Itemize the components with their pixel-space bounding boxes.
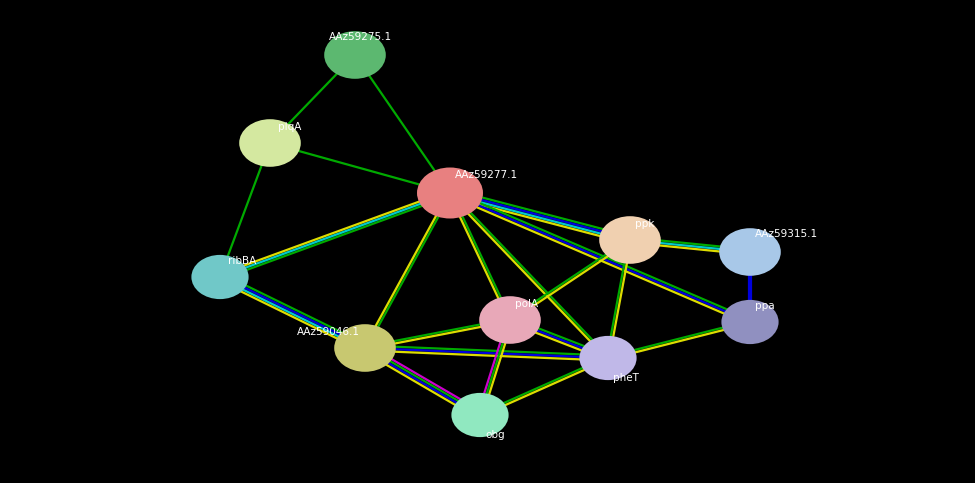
Text: AAz59046.1: AAz59046.1: [297, 327, 360, 337]
Ellipse shape: [417, 168, 483, 218]
Ellipse shape: [239, 119, 301, 167]
Text: ribBA: ribBA: [228, 256, 256, 266]
Ellipse shape: [451, 393, 509, 437]
Ellipse shape: [479, 296, 541, 344]
Text: plqA: plqA: [278, 122, 301, 132]
Ellipse shape: [334, 324, 396, 372]
Text: AAz59277.1: AAz59277.1: [455, 170, 518, 180]
Text: ppa: ppa: [755, 301, 774, 311]
Text: AAz59275.1: AAz59275.1: [329, 32, 392, 42]
Ellipse shape: [722, 300, 779, 344]
Ellipse shape: [720, 228, 781, 276]
Text: obg: obg: [485, 430, 505, 440]
Ellipse shape: [579, 336, 637, 380]
Ellipse shape: [600, 216, 661, 264]
Text: ppk: ppk: [635, 219, 654, 229]
Text: AAz59315.1: AAz59315.1: [755, 229, 818, 239]
Text: polA: polA: [515, 299, 538, 309]
Ellipse shape: [325, 31, 386, 79]
Text: pheT: pheT: [613, 373, 639, 383]
Ellipse shape: [191, 255, 249, 299]
